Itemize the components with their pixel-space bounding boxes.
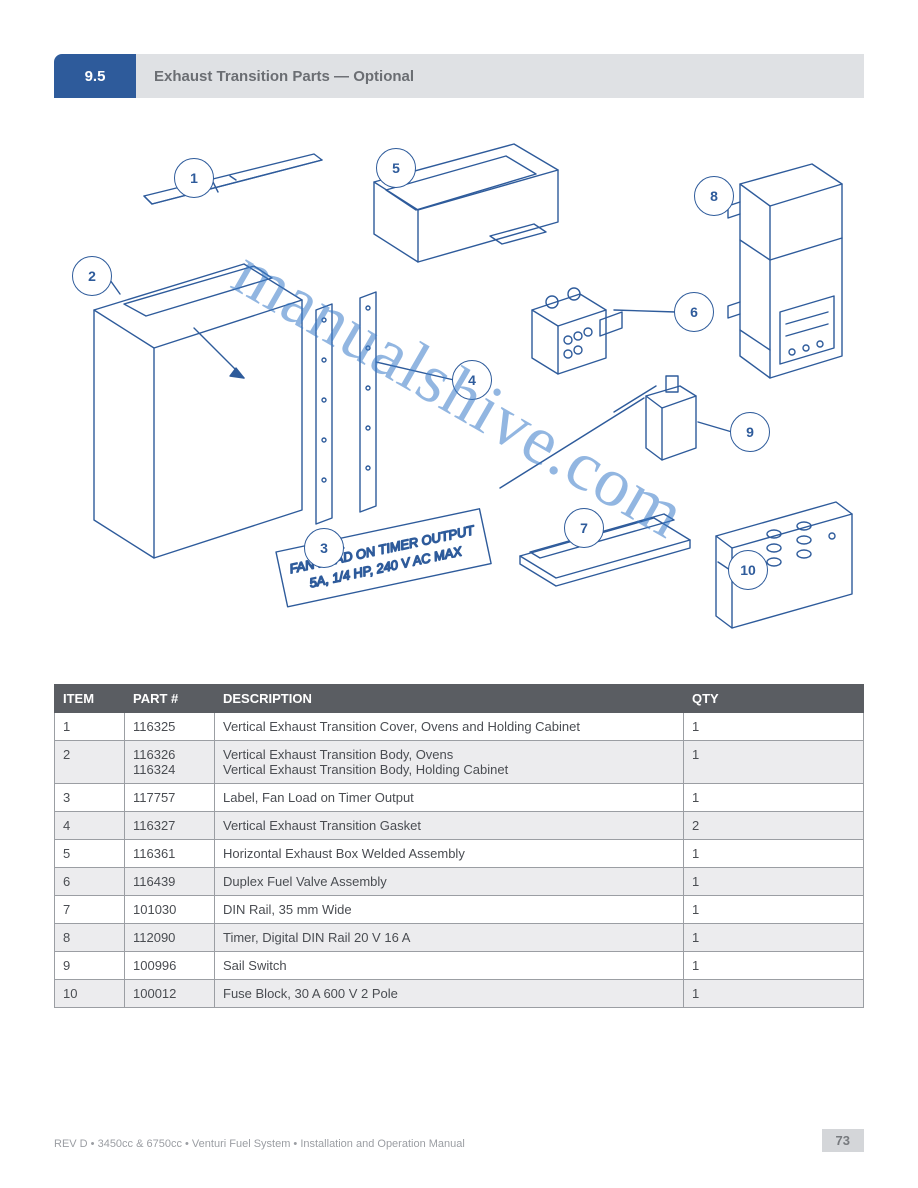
- cell-part: 116326 116324: [125, 741, 215, 784]
- cell-part: 101030: [125, 896, 215, 924]
- cell-item: 8: [55, 924, 125, 952]
- callout-4: 4: [452, 360, 492, 400]
- table-row: 9100996Sail Switch1: [55, 952, 864, 980]
- callout-2: 2: [72, 256, 112, 296]
- cell-qty: 1: [684, 784, 864, 812]
- col-header-part: PART #: [125, 685, 215, 713]
- table-row: 2116326 116324Vertical Exhaust Transitio…: [55, 741, 864, 784]
- cell-qty: 1: [684, 868, 864, 896]
- cell-part: 100996: [125, 952, 215, 980]
- cell-item: 2: [55, 741, 125, 784]
- cell-part: 116439: [125, 868, 215, 896]
- cell-description: Vertical Exhaust Transition Gasket: [215, 812, 684, 840]
- footer-doc-info: REV D • 3450cc & 6750cc • Venturi Fuel S…: [54, 1138, 465, 1150]
- parts-table: ITEM PART # DESCRIPTION QTY 1116325Verti…: [54, 684, 864, 1008]
- cell-item: 3: [55, 784, 125, 812]
- table-row: 5116361Horizontal Exhaust Box Welded Ass…: [55, 840, 864, 868]
- section-title-bar: Exhaust Transition Parts — Optional: [136, 54, 864, 98]
- cell-item: 10: [55, 980, 125, 1008]
- page-number: 73: [822, 1129, 864, 1152]
- cell-part: 112090: [125, 924, 215, 952]
- col-header-item: ITEM: [55, 685, 125, 713]
- callout-10: 10: [728, 550, 768, 590]
- col-header-qty: QTY: [684, 685, 864, 713]
- cell-description: Vertical Exhaust Transition Cover, Ovens…: [215, 713, 684, 741]
- cell-item: 1: [55, 713, 125, 741]
- cell-qty: 1: [684, 840, 864, 868]
- cell-part: 116327: [125, 812, 215, 840]
- table-row: 7101030DIN Rail, 35 mm Wide1: [55, 896, 864, 924]
- callout-1: 1: [174, 158, 214, 198]
- cell-part: 116325: [125, 713, 215, 741]
- callout-5: 5: [376, 148, 416, 188]
- cell-item: 6: [55, 868, 125, 896]
- cell-description: DIN Rail, 35 mm Wide: [215, 896, 684, 924]
- cell-description: Duplex Fuel Valve Assembly: [215, 868, 684, 896]
- col-header-description: DESCRIPTION: [215, 685, 684, 713]
- callout-3: 3: [304, 528, 344, 568]
- cell-qty: 1: [684, 896, 864, 924]
- table-row: 1116325Vertical Exhaust Transition Cover…: [55, 713, 864, 741]
- callout-6: 6: [674, 292, 714, 332]
- section-number-tab: 9.5: [54, 54, 136, 98]
- cell-description: Timer, Digital DIN Rail 20 V 16 A: [215, 924, 684, 952]
- section-header: 9.5 Exhaust Transition Parts — Optional: [54, 54, 864, 98]
- callout-7: 7: [564, 508, 604, 548]
- cell-qty: 1: [684, 741, 864, 784]
- cell-description: Label, Fan Load on Timer Output: [215, 784, 684, 812]
- cell-description: Vertical Exhaust Transition Body, Ovens …: [215, 741, 684, 784]
- table-row: 3117757Label, Fan Load on Timer Output1: [55, 784, 864, 812]
- cell-qty: 1: [684, 924, 864, 952]
- table-row: 8112090Timer, Digital DIN Rail 20 V 16 A…: [55, 924, 864, 952]
- cell-item: 9: [55, 952, 125, 980]
- cell-description: Fuse Block, 30 A 600 V 2 Pole: [215, 980, 684, 1008]
- cell-item: 7: [55, 896, 125, 924]
- cell-qty: 1: [684, 980, 864, 1008]
- cell-part: 116361: [125, 840, 215, 868]
- cell-description: Horizontal Exhaust Box Welded Assembly: [215, 840, 684, 868]
- cell-qty: 2: [684, 812, 864, 840]
- table-row: 4116327Vertical Exhaust Transition Gaske…: [55, 812, 864, 840]
- callout-9: 9: [730, 412, 770, 452]
- cell-qty: 1: [684, 713, 864, 741]
- exploded-diagram: FAN LOAD ON TIMER OUTPUT 5A, 1/4 HP, 240…: [54, 110, 864, 670]
- cell-part: 100012: [125, 980, 215, 1008]
- cell-item: 4: [55, 812, 125, 840]
- callout-8: 8: [694, 176, 734, 216]
- cell-part: 117757: [125, 784, 215, 812]
- cell-description: Sail Switch: [215, 952, 684, 980]
- cell-item: 5: [55, 840, 125, 868]
- cell-qty: 1: [684, 952, 864, 980]
- table-header-row: ITEM PART # DESCRIPTION QTY: [55, 685, 864, 713]
- table-row: 10100012Fuse Block, 30 A 600 V 2 Pole1: [55, 980, 864, 1008]
- table-row: 6116439Duplex Fuel Valve Assembly1: [55, 868, 864, 896]
